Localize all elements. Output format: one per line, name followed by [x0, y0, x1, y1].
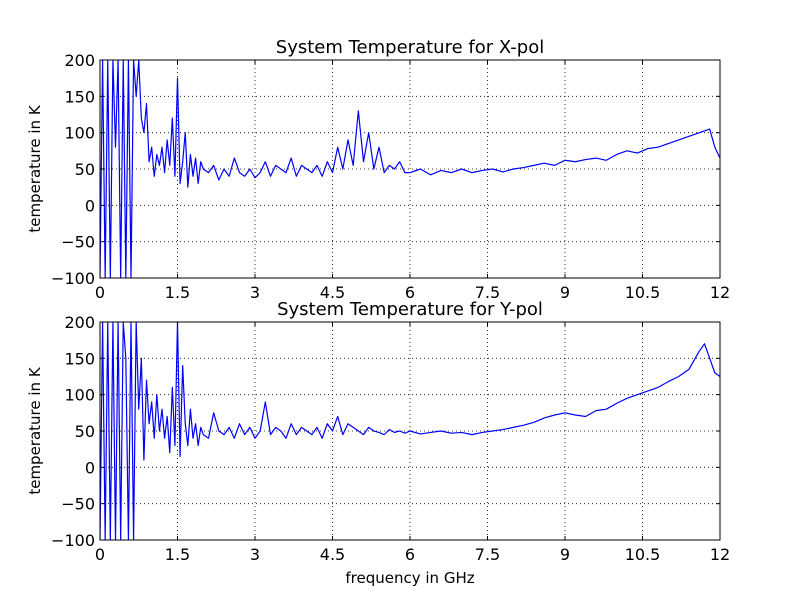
subplot-y-pol: 0 1.5 3 4.5 6 7.5 9 10.5 12 −100 −50 0 50 100 150 200 Sy…: [26, 299, 730, 587]
x-tick-label: 7.5: [475, 545, 500, 564]
x-tick-label: 9: [560, 283, 570, 302]
y-tick-label: −50: [61, 495, 95, 514]
subplot-x-pol: 0 1.5 3 4.5 6 7.5 9 10.5 12 −100 −50 0 50 100 150 200 Sy…: [26, 37, 730, 302]
y-tick-label: 100: [64, 386, 95, 405]
x-tick-label: 1.5: [165, 545, 190, 564]
x-tick-label: 6: [405, 545, 415, 564]
x-tick-label: 7.5: [475, 283, 500, 302]
y-tick-label: 200: [64, 51, 95, 70]
y-axis-label: temperature in K: [26, 366, 44, 494]
x-axis-label: frequency in GHz: [345, 569, 474, 587]
y-tick-label: 50: [75, 160, 95, 179]
y-tick-label: 150: [64, 87, 95, 106]
x-tick-label: 10.5: [625, 283, 661, 302]
x-tick-label: 1.5: [165, 283, 190, 302]
chart-title: System Temperature for X-pol: [276, 37, 544, 58]
y-tick-label: −100: [51, 531, 95, 550]
y-tick-label: 0: [85, 458, 95, 477]
y-tick-label: −50: [61, 233, 95, 252]
series-line: [100, 322, 720, 540]
x-tick-label: 6: [405, 283, 415, 302]
chart-title: System Temperature for Y-pol: [277, 299, 543, 320]
x-tick-label: 12: [710, 283, 730, 302]
y-tick-label: 50: [75, 422, 95, 441]
y-tick-label: 100: [64, 124, 95, 143]
x-tick-label: 4.5: [320, 545, 345, 564]
x-tick-label: 3: [250, 283, 260, 302]
x-tick-label: 4.5: [320, 283, 345, 302]
y-tick-label: 0: [85, 196, 95, 215]
x-tick-label: 0: [95, 545, 105, 564]
y-axis-label: temperature in K: [26, 104, 44, 232]
y-tick-label: 150: [64, 349, 95, 368]
y-tick-label: −100: [51, 269, 95, 288]
x-tick-label: 3: [250, 545, 260, 564]
y-tick-label: 200: [64, 313, 95, 332]
x-tick-label: 12: [710, 545, 730, 564]
x-tick-label: 0: [95, 283, 105, 302]
x-tick-label: 9: [560, 545, 570, 564]
x-tick-label: 10.5: [625, 545, 661, 564]
series-line: [100, 60, 720, 278]
